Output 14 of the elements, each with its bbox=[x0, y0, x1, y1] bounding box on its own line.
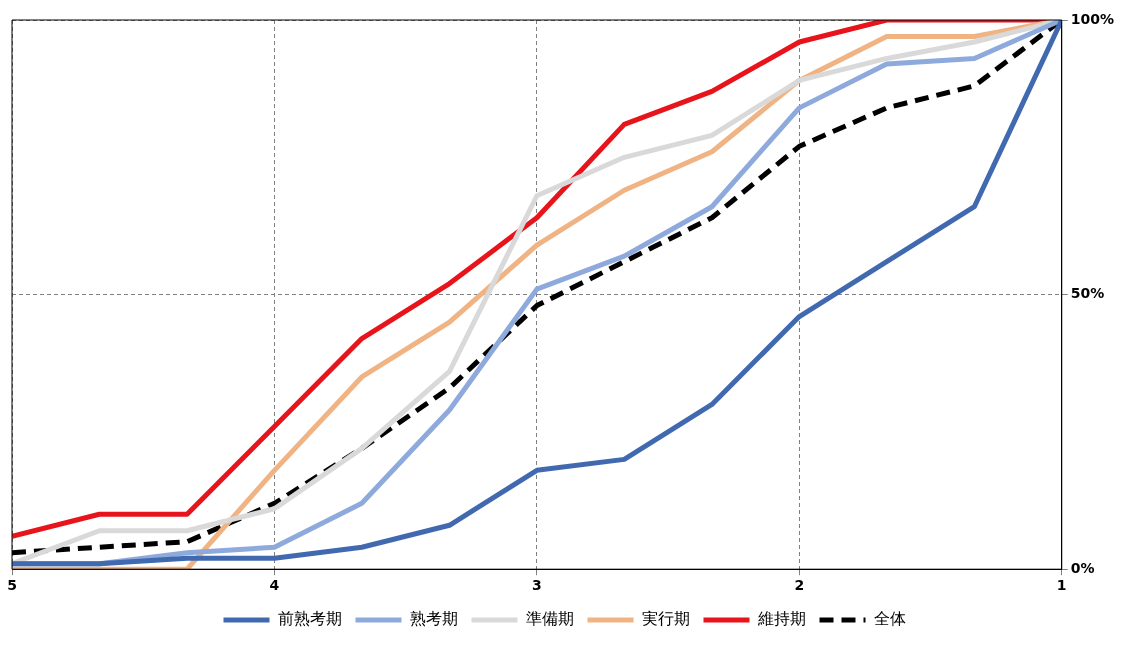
legend-label: 熟考期 bbox=[409, 609, 458, 629]
x-tick-label: 5 bbox=[7, 577, 17, 594]
legend-label: 準備期 bbox=[525, 609, 574, 629]
x-tick-label: 4 bbox=[269, 577, 280, 594]
y-tick-label: 0% bbox=[1070, 559, 1095, 576]
y-tick-label: 50% bbox=[1070, 285, 1105, 302]
legend-label: 全体 bbox=[873, 609, 906, 629]
legend-label: 前熟考期 bbox=[277, 609, 342, 629]
y-tick-label: 100% bbox=[1070, 10, 1115, 27]
x-tick-label: 3 bbox=[532, 577, 542, 594]
legend-label: 維持期 bbox=[756, 609, 806, 629]
x-tick-label: 1 bbox=[1056, 577, 1067, 594]
legend-label: 実行期 bbox=[641, 609, 690, 629]
x-tick-label: 2 bbox=[794, 577, 805, 594]
